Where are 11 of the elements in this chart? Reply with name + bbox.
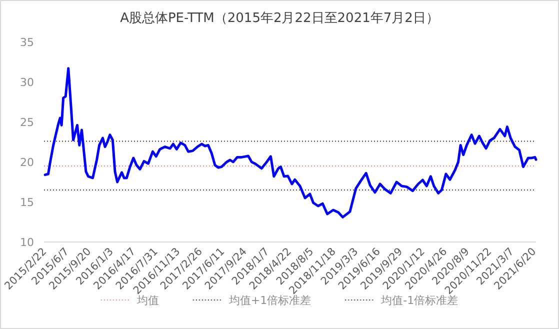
- y-tick-label: 10: [20, 236, 34, 249]
- chart-title: A股总体PE-TTM（2015年2月22日至2021年7月2日）: [120, 11, 439, 26]
- legend-label: 均值+1倍标准差: [228, 294, 312, 307]
- y-tick-label: 25: [20, 116, 34, 129]
- legend-label: 均值-1倍标准差: [380, 294, 458, 307]
- legend-label: 均值: [136, 294, 159, 307]
- y-tick-label: 15: [20, 196, 34, 209]
- y-tick-label: 30: [20, 76, 34, 89]
- y-tick-label: 20: [20, 156, 34, 169]
- line-series: [44, 67, 538, 218]
- y-tick-label: 35: [20, 36, 34, 49]
